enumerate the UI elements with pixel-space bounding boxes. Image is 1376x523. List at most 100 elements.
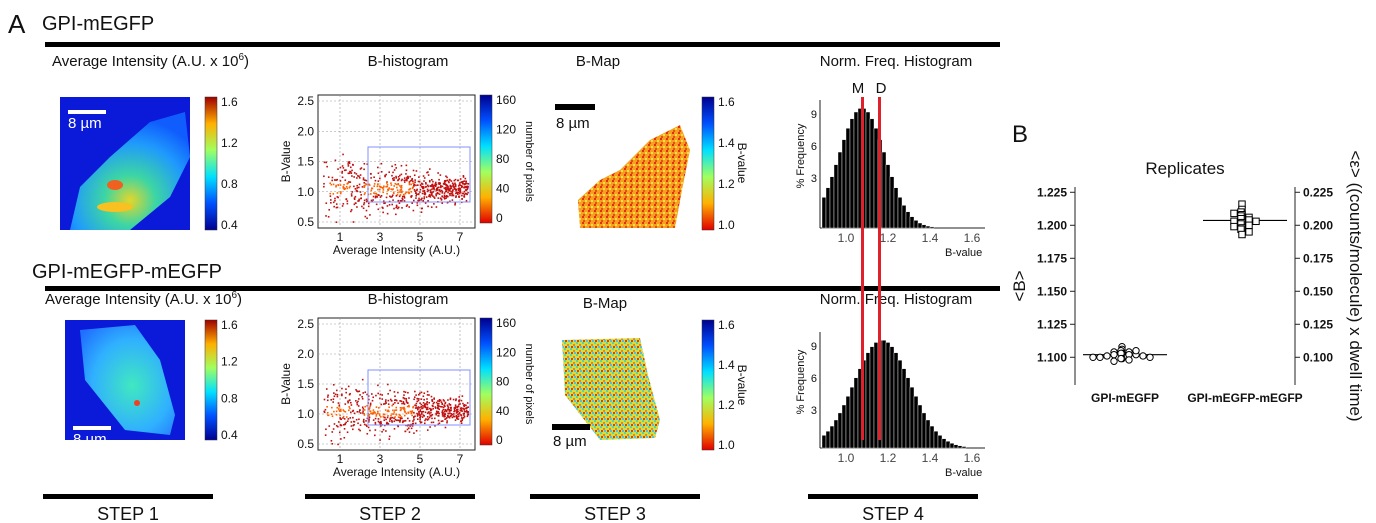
y-axis-label: <B> (1010, 270, 1029, 301)
pixel (396, 205, 398, 208)
pixel (323, 175, 325, 178)
pixel (405, 169, 408, 172)
pixel (408, 183, 411, 186)
pixel (363, 409, 366, 411)
y-tick-label: 2.5 (297, 317, 314, 331)
pixel (329, 199, 332, 201)
pixel (363, 168, 365, 171)
pixel (437, 415, 440, 417)
pixel (418, 411, 420, 413)
pixel (416, 184, 419, 186)
y-tick-label: 9 (811, 109, 817, 121)
pixel (417, 406, 420, 408)
pixel (344, 422, 347, 425)
pixel (438, 399, 441, 401)
pixel (337, 184, 340, 187)
pixel (463, 193, 466, 196)
colorbar-tick-label: 1.6 (718, 95, 735, 109)
pixel (374, 412, 376, 414)
pixel (456, 410, 458, 413)
pixel (343, 183, 345, 186)
pixel (446, 185, 449, 187)
pixel (458, 399, 461, 401)
pixel (452, 184, 454, 186)
pixel (434, 181, 437, 184)
pixel (447, 406, 450, 409)
pixel (387, 403, 390, 405)
pixel (432, 187, 435, 189)
pixel (424, 405, 427, 408)
pixel (441, 410, 444, 412)
pixel (438, 402, 440, 405)
colorbar-tick-label: 1.6 (221, 318, 238, 332)
pixel (441, 185, 444, 188)
pixel (400, 186, 402, 189)
pixel (363, 193, 366, 196)
pixel (352, 221, 355, 223)
pixel (353, 176, 355, 178)
pixel (432, 186, 435, 188)
pixel (362, 408, 365, 410)
panel-label: B (1012, 121, 1028, 148)
pixel (444, 190, 447, 193)
colorbar-tick-label: 1.4 (718, 358, 735, 372)
hist-bar (889, 176, 895, 229)
pixel (438, 422, 441, 424)
pixel (460, 185, 463, 187)
pixel (458, 190, 461, 193)
pixel (415, 405, 417, 407)
pixel (339, 192, 342, 195)
pixel (403, 181, 406, 183)
pixel (443, 187, 446, 189)
pixel (411, 195, 413, 197)
colorbar-tick-label: 0 (496, 433, 503, 447)
pixel (428, 180, 431, 183)
pixel (374, 195, 377, 198)
pixel (412, 405, 415, 408)
pixel (462, 192, 465, 195)
pixel (458, 412, 461, 415)
pixel (355, 400, 357, 402)
pixel (332, 398, 335, 400)
pixel (437, 172, 439, 174)
pixel (408, 431, 411, 433)
pixel (390, 182, 392, 184)
pixel (446, 201, 449, 204)
pixel (422, 395, 425, 398)
pixel (454, 407, 457, 409)
pixel (454, 182, 456, 185)
colorbar-tick-label: 1.2 (221, 136, 238, 150)
pixel (394, 395, 396, 398)
pixel (400, 179, 403, 182)
pixel (454, 185, 457, 188)
pixel (391, 177, 394, 180)
pixel (416, 202, 419, 204)
pixel (426, 406, 429, 409)
pixel (336, 206, 339, 209)
pixel (467, 406, 470, 408)
pixel (364, 215, 367, 218)
pixel (432, 407, 434, 410)
pixel (455, 399, 457, 402)
pixel (347, 182, 349, 184)
pixel (400, 173, 403, 176)
y-tick-label: 0.5 (297, 437, 314, 451)
pixel (386, 181, 388, 183)
pixel (390, 414, 392, 417)
pixel (455, 188, 458, 191)
pixel (432, 402, 435, 405)
pixel (359, 168, 362, 170)
hist-bar (849, 118, 855, 229)
scale-bar (68, 110, 106, 114)
pixel (416, 204, 419, 207)
pixel (422, 414, 425, 417)
pixel (326, 396, 329, 398)
pixel (427, 200, 429, 202)
pixel (415, 184, 417, 187)
colorbar (701, 96, 715, 231)
pixel (415, 197, 417, 199)
pixel (362, 392, 365, 394)
hist-bar (941, 438, 947, 449)
pixel (327, 414, 330, 417)
pixel (369, 405, 371, 408)
